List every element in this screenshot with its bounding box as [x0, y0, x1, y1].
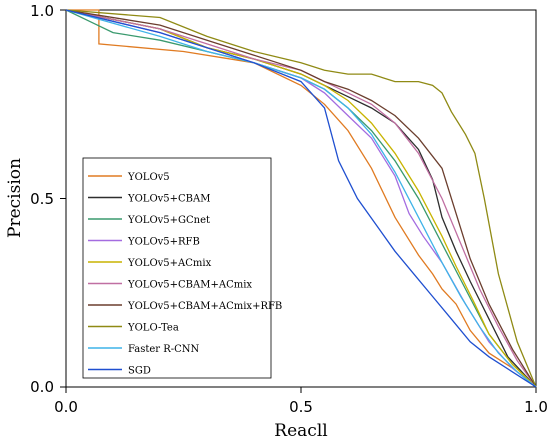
legend-label-2: YOLOv5+GCnet — [127, 215, 210, 226]
series-line-4 — [65, 9, 537, 388]
legend-label-0: YOLOv5 — [127, 172, 170, 183]
legend-label-3: YOLOv5+RFB — [127, 237, 200, 248]
series-line-7 — [65, 9, 537, 388]
series-line-9 — [65, 9, 537, 388]
legend: YOLOv5 YOLOv5+CBAM YOLOv5+GCnet YOLOv5+RFB Y… — [82, 157, 282, 379]
y-axis-ticks: 0.0 0.5 1.0 — [30, 2, 66, 396]
series-line-0 — [66, 9, 537, 388]
x-tick-label: 1.0 — [524, 398, 548, 416]
series-line-5 — [65, 9, 537, 388]
legend-box — [82, 157, 272, 379]
y-tick-label: 0.0 — [30, 378, 54, 396]
series-line-8 — [65, 9, 537, 388]
legend-label-7: YOLO-Tea — [127, 323, 179, 334]
legend-label-1: YOLOv5+CBAM — [127, 194, 211, 205]
legend-label-6: YOLOv5+CBAM+ACmix+RFB — [127, 301, 282, 312]
plot-area — [65, 9, 537, 388]
legend-items: YOLOv5 YOLOv5+CBAM YOLOv5+GCnet YOLOv5+RFB Y… — [88, 172, 282, 377]
legend-label-8: Faster R-CNN — [128, 344, 200, 355]
legend-label-9: SGD — [128, 366, 151, 377]
series-line-6 — [65, 9, 537, 388]
y-tick-label: 0.5 — [30, 190, 54, 208]
legend-label-5: YOLOv5+CBAM+ACmix — [127, 280, 252, 291]
x-tick-label: 0.0 — [54, 398, 78, 416]
series-layer — [65, 9, 537, 388]
x-axis-title: Reacll — [274, 421, 327, 441]
x-tick-label: 0.5 — [289, 398, 313, 416]
y-tick-label: 1.0 — [30, 2, 54, 20]
y-axis-title: Precision — [5, 158, 25, 238]
legend-label-4: YOLOv5+ACmix — [127, 258, 212, 269]
x-axis-ticks: 0.0 0.5 1.0 — [54, 387, 548, 416]
